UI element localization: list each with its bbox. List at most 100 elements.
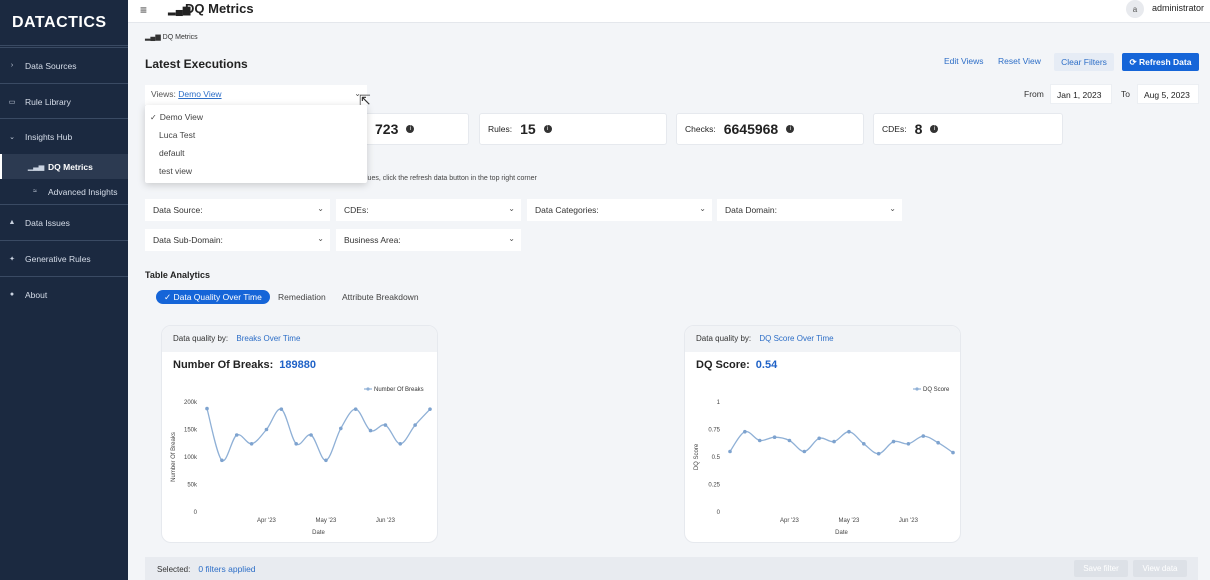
filter-data-domain[interactable]: Data Domain: ⌄: [717, 199, 902, 221]
data-point: [368, 428, 373, 433]
bottom-filter-bar: Selected: 0 filters applied: [145, 557, 1198, 580]
refresh-hint: lues, click the refresh data button in t…: [366, 175, 537, 182]
sidebar-item-label: Insights Hub: [25, 131, 73, 142]
sidebar-item-label: Advanced Insights: [48, 186, 118, 197]
breadcrumb-label[interactable]: DQ Metrics: [162, 34, 198, 41]
card-by-select[interactable]: Breaks Over Time: [236, 334, 301, 343]
data-point: [743, 429, 747, 434]
section-title: Latest Executions: [145, 57, 248, 71]
sidebar-item-generative-rules[interactable]: ✦ Generative Rules: [0, 240, 128, 276]
filter-data-sub-domain[interactable]: Data Sub-Domain: ⌄: [145, 229, 330, 251]
filter-label: Data Categories:: [535, 205, 599, 215]
sidebar-item-dq-metrics[interactable]: ▁▃▅ DQ Metrics: [0, 154, 128, 179]
x-tick-label: Jun '23: [376, 518, 396, 524]
top-bar: ≡ ▂▄▆ DQ Metrics a administrator: [128, 0, 1210, 23]
data-point: [847, 429, 851, 434]
metric-label: DQ Score:: [696, 359, 750, 371]
views-select[interactable]: Views: Demo View ⌄: [145, 85, 367, 105]
view-data-button[interactable]: View data: [1133, 560, 1187, 577]
menu-item-test-view[interactable]: test view: [159, 166, 193, 176]
data-point: [757, 438, 762, 443]
views-dropdown-menu: ✓ Demo View Luca Test default test view: [145, 105, 367, 183]
sidebar-item-label: Generative Rules: [25, 253, 91, 264]
menu-item-luca-test[interactable]: Luca Test: [159, 130, 196, 140]
data-point: [428, 407, 432, 411]
menu-icon[interactable]: ≡: [140, 3, 148, 17]
clear-filters-button[interactable]: Clear Filters: [1054, 53, 1114, 71]
menu-item-demo-view[interactable]: ✓ Demo View: [145, 108, 367, 126]
edit-views-button[interactable]: Edit Views: [944, 56, 984, 66]
check-icon: ✓: [164, 292, 174, 302]
sidebar-item-rule-library[interactable]: ▭ Rule Library: [0, 83, 128, 119]
y-tick-label: 0: [717, 510, 721, 516]
sidebar-item-insights-hub[interactable]: ⌄ Insights Hub: [0, 118, 128, 154]
bar-chart-icon: ▂▄▆: [168, 5, 191, 16]
data-point: [264, 427, 269, 432]
x-tick-label: Jun '23: [899, 518, 919, 524]
sidebar-item-data-sources[interactable]: › Data Sources: [0, 47, 128, 83]
tab-attribute-breakdown[interactable]: Attribute Breakdown: [342, 292, 419, 302]
sidebar-item-label: Data Sources: [25, 60, 77, 71]
from-date-input[interactable]: Jan 1, 2023: [1050, 84, 1112, 104]
selected-value[interactable]: 0 filters applied: [198, 564, 256, 574]
legend-label: Number Of Breaks: [374, 387, 424, 393]
breadcrumb: ▂▄▆ DQ Metrics: [145, 33, 198, 41]
data-point: [876, 451, 881, 456]
book-icon: ▭: [8, 98, 16, 106]
avatar[interactable]: a: [1126, 0, 1144, 18]
menu-item-default[interactable]: default: [159, 148, 185, 158]
filter-label: Data Sub-Domain:: [153, 235, 223, 245]
data-point: [249, 442, 254, 446]
data-point: [951, 450, 955, 455]
info-icon[interactable]: i: [786, 125, 795, 133]
chevron-down-icon: ⌄: [508, 204, 515, 213]
card-by-select[interactable]: DQ Score Over Time: [759, 334, 834, 343]
trend-icon: ≈: [33, 188, 37, 195]
chevron-down-icon: ⌄: [699, 204, 706, 213]
card-header: Data quality by: Breaks Over Time: [162, 326, 437, 352]
info-icon[interactable]: i: [930, 125, 939, 133]
tab-data-quality-over-time[interactable]: ✓ Data Quality Over Time: [156, 290, 270, 304]
table-analytics-title: Table Analytics: [145, 270, 211, 280]
page-title: DQ Metrics: [185, 1, 254, 16]
menu-item-label: Demo View: [159, 112, 204, 122]
user-name[interactable]: administrator: [1152, 3, 1205, 13]
sidebar-item-data-issues[interactable]: ▲ Data Issues: [0, 204, 128, 240]
tab-remediation[interactable]: Remediation: [278, 292, 326, 302]
chevron-down-icon: ⌄: [9, 133, 15, 141]
save-filter-button[interactable]: Save filter: [1074, 560, 1128, 577]
y-axis-title: Number Of Breaks: [171, 432, 177, 482]
sidebar-item-about[interactable]: ● About: [0, 276, 128, 312]
info-icon[interactable]: i: [543, 125, 552, 133]
data-point: [220, 458, 224, 463]
filter-data-source[interactable]: Data Source: ⌄: [145, 199, 330, 221]
data-point: [339, 426, 343, 431]
data-point: [802, 449, 807, 454]
chevron-down-icon: ⌄: [317, 234, 324, 243]
breaks-chart-card: Data quality by: Breaks Over Time Number…: [161, 325, 438, 543]
breaks-line-chart: 0 50k 100k 150k 200k Apr '23 May '23 Jun '23 Dat…: [171, 387, 432, 536]
to-date-input[interactable]: Aug 5, 2023: [1137, 84, 1199, 104]
to-label: To: [1121, 89, 1130, 99]
filter-cdes[interactable]: CDEs: ⌄: [336, 199, 521, 221]
sidebar-item-advanced-insights[interactable]: ≈ Advanced Insights: [0, 179, 128, 204]
data-point: [398, 442, 403, 446]
x-tick-label: May '23: [316, 518, 337, 524]
chevron-down-icon: ⌄: [889, 204, 896, 213]
reset-view-button[interactable]: Reset View: [998, 56, 1041, 66]
chevron-down-icon: ⌄: [508, 234, 515, 243]
metric-value: 189880: [279, 359, 316, 371]
chevron-down-icon: ⌄: [354, 89, 361, 98]
info-icon[interactable]: i: [406, 125, 415, 133]
cursor-icon: ⇱: [359, 92, 371, 108]
data-point: [234, 433, 239, 437]
x-axis-title: Date: [312, 530, 325, 536]
filter-data-categories[interactable]: Data Categories: ⌄: [527, 199, 712, 221]
card-by-label: Data quality by:: [173, 334, 229, 343]
filter-business-area[interactable]: Business Area: ⌄: [336, 229, 521, 251]
data-point: [832, 439, 836, 444]
sidebar-item-label: About: [25, 289, 48, 300]
sidebar: DATACTICS › Data Sources ▭ Rule Library …: [0, 0, 128, 580]
refresh-data-button[interactable]: ⟳ Refresh Data: [1122, 53, 1199, 71]
chevron-right-icon: ›: [10, 62, 14, 69]
